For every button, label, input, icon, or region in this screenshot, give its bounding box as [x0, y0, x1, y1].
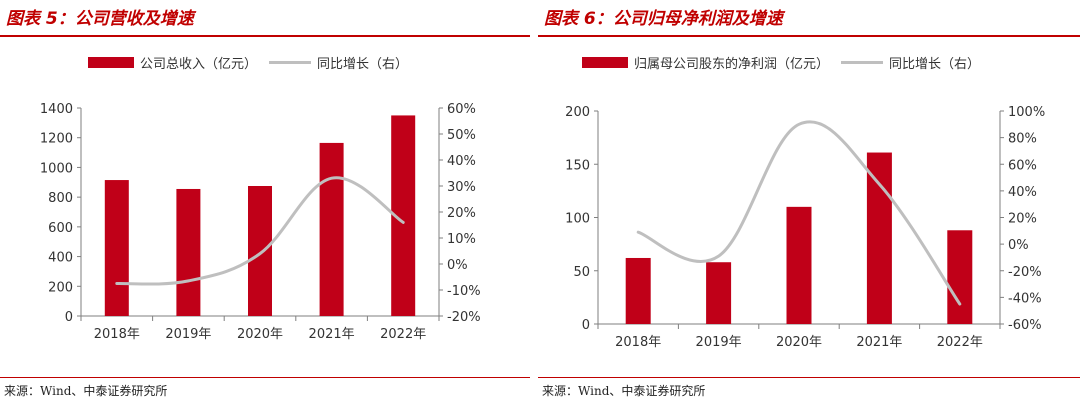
legend-line-label: 同比增长（右） — [889, 56, 981, 72]
right-y-tick-label: 80% — [1008, 132, 1037, 147]
x-tick-label: 2019年 — [165, 327, 211, 342]
left-y-tick-label: 400 — [48, 251, 73, 266]
x-tick-label: 2018年 — [615, 335, 661, 350]
right-y-tick-label: -10% — [447, 284, 481, 299]
right-y-tick-label: 40% — [447, 154, 476, 169]
right-y-tick-label: 0% — [1008, 238, 1029, 253]
figure-title: 图表 5：公司营收及增速 — [6, 9, 194, 29]
right-y-tick-label: -60% — [1008, 318, 1042, 333]
left-y-tick-label: 50 — [573, 265, 590, 280]
left-y-tick-label: 800 — [48, 191, 73, 206]
figure-5-panel: 图表 5：公司营收及增速 公司总收入（亿元） 同比增长（右） 0 200 400 60… — [0, 0, 530, 410]
x-tick-label: 2022年 — [937, 335, 983, 350]
figure-title: 图表 6：公司归母净利润及增速 — [544, 9, 783, 29]
right-y-tick-label: 20% — [1008, 212, 1037, 227]
right-y-tick-label: -40% — [1008, 291, 1042, 306]
revenue-bar — [248, 186, 272, 316]
revenue-bar — [786, 206, 812, 324]
revenue-bar — [104, 180, 129, 316]
left-y-tick-label: 150 — [565, 158, 590, 173]
left-y-tick-label: 600 — [48, 221, 73, 236]
source-note: 来源：Wind、中泰证券研究所 — [4, 384, 168, 398]
left-y-tick-label: 100 — [565, 212, 590, 227]
x-tick-label: 2021年 — [309, 327, 355, 342]
left-y-tick-label: 1400 — [40, 102, 73, 117]
x-tick-label: 2020年 — [776, 335, 822, 350]
footer-divider — [538, 377, 1080, 378]
figure-6-panel: 图表 6：公司归母净利润及增速 归属母公司股东的净利润（亿元） 同比增长（右） … — [538, 0, 1080, 410]
right-y-tick-label: -20% — [447, 310, 481, 325]
x-tick-label: 2021年 — [856, 335, 902, 350]
footer-divider — [0, 377, 530, 378]
right-y-tick-label: 50% — [447, 128, 476, 143]
x-tick-label: 2019年 — [696, 335, 742, 350]
legend-line-label: 同比增长（右） — [317, 56, 409, 72]
revenue-bar — [176, 188, 201, 316]
right-y-tick-label: 0% — [447, 258, 468, 273]
left-y-tick-label: 200 — [48, 280, 73, 295]
revenue-chart: 0 200 400 600 800 1000 1200 1400 -20% -10% 0% 10% 20… — [40, 102, 481, 342]
x-tick-label: 2022年 — [380, 327, 426, 342]
revenue-bar — [706, 262, 732, 324]
right-y-tick-label: -20% — [1008, 265, 1042, 280]
right-y-tick-label: 30% — [447, 180, 476, 195]
left-y-tick-label: 1200 — [40, 132, 73, 147]
chart-legend: 公司总收入（亿元） 同比增长（右） — [88, 53, 409, 72]
legend-bar-label: 公司总收入（亿元） — [140, 56, 258, 72]
right-y-tick-label: 60% — [1008, 158, 1037, 173]
revenue-bar — [866, 152, 892, 324]
legend-line-swatch — [269, 60, 312, 64]
revenue-bar — [947, 230, 973, 324]
revenue-bar — [319, 142, 344, 316]
chart-legend: 归属母公司股东的净利润（亿元） 同比增长（右） — [582, 53, 981, 72]
left-y-tick-label: 200 — [565, 105, 590, 120]
legend-bar-swatch — [88, 56, 134, 68]
left-y-tick-label: 0 — [582, 318, 590, 333]
right-y-tick-label: 20% — [447, 206, 476, 221]
left-y-tick-label: 1000 — [40, 161, 73, 176]
source-note: 来源：Wind、中泰证券研究所 — [542, 384, 706, 398]
right-y-tick-label: 40% — [1008, 185, 1037, 200]
title-divider — [538, 35, 1080, 37]
legend-line-swatch — [841, 60, 884, 64]
revenue-bar — [625, 257, 651, 324]
legend-bar-label: 归属母公司股东的净利润（亿元） — [634, 56, 830, 72]
net-profit-chart: 0 50 100 150 200 -60% -40% -20% 0% 20% 40% 60% 80% 10… — [565, 105, 1045, 350]
x-tick-label: 2020年 — [237, 327, 283, 342]
left-y-tick-label: 0 — [65, 310, 73, 325]
x-tick-label: 2018年 — [94, 327, 140, 342]
growth-line — [115, 176, 405, 286]
right-y-tick-label: 10% — [447, 232, 476, 247]
right-y-tick-label: 60% — [447, 102, 476, 117]
legend-bar-swatch — [582, 56, 628, 68]
title-divider — [0, 35, 530, 37]
right-y-tick-label: 100% — [1008, 105, 1045, 120]
